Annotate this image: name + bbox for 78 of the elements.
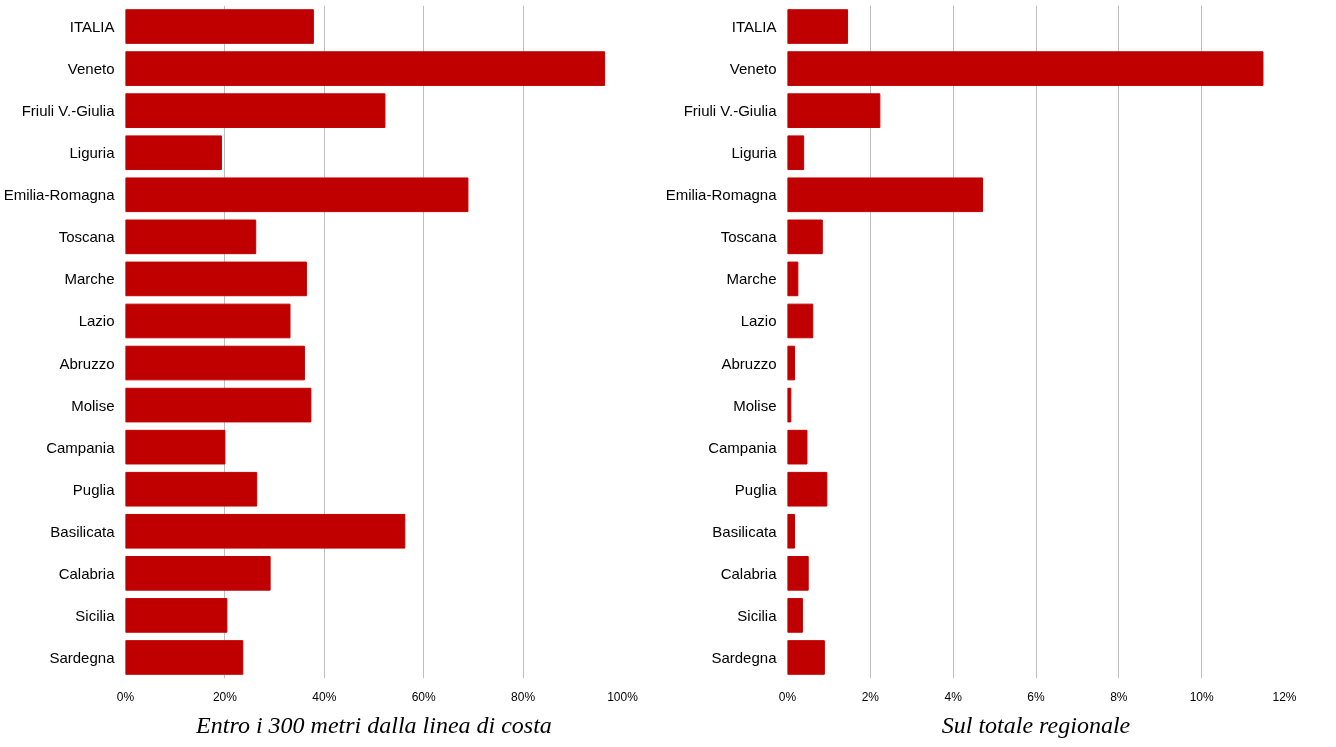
y-tick-label: Emilia-Romagna bbox=[3, 186, 116, 204]
x-tick-label: 80% bbox=[511, 689, 536, 704]
x-tick-label: 20% bbox=[212, 689, 238, 704]
x-axis-title: Sul totale regionale bbox=[941, 711, 1131, 738]
y-tick-label: Lazio bbox=[740, 312, 777, 330]
y-tick-label: Emilia-Romagna bbox=[665, 186, 778, 204]
bar bbox=[125, 471, 258, 507]
bar bbox=[125, 261, 307, 297]
bar bbox=[787, 556, 809, 591]
y-tick-label: Puglia bbox=[72, 480, 116, 498]
y-tick-label: Sicilia bbox=[737, 606, 778, 624]
bar bbox=[787, 261, 799, 297]
y-tick-label: Abruzzo bbox=[59, 354, 115, 372]
bar bbox=[125, 177, 469, 213]
bar bbox=[787, 345, 796, 381]
bar bbox=[125, 640, 244, 675]
bar bbox=[787, 51, 1264, 86]
y-tick-label: Liguria bbox=[731, 144, 778, 162]
bar bbox=[125, 219, 257, 255]
y-tick-label: Basilicata bbox=[712, 522, 778, 540]
bar bbox=[125, 9, 314, 44]
y-tick-label: Liguria bbox=[69, 144, 116, 162]
bar bbox=[787, 640, 825, 675]
y-tick-label: Campania bbox=[708, 438, 778, 456]
y-tick-label: Toscana bbox=[58, 228, 116, 246]
y-tick-label: ITALIA bbox=[69, 18, 115, 36]
bar bbox=[787, 513, 796, 549]
bar bbox=[787, 177, 984, 213]
y-tick-label: Basilicata bbox=[50, 522, 116, 540]
y-tick-label: Sardegna bbox=[49, 648, 116, 666]
bar bbox=[787, 303, 814, 339]
y-tick-label: Sicilia bbox=[75, 606, 116, 624]
x-tick-label: 10% bbox=[1189, 689, 1215, 704]
x-tick-label: 0% bbox=[116, 689, 135, 704]
y-tick-label: Puglia bbox=[734, 480, 778, 498]
bar bbox=[125, 51, 606, 86]
x-tick-label: 40% bbox=[312, 689, 337, 704]
bar bbox=[787, 219, 823, 255]
x-tick-label: 4% bbox=[944, 689, 963, 704]
x-tick-label: 0% bbox=[778, 689, 797, 704]
bar bbox=[787, 135, 805, 171]
y-tick-label: Veneto bbox=[67, 60, 115, 78]
x-tick-label: 12% bbox=[1272, 689, 1297, 704]
y-tick-label: Calabria bbox=[720, 564, 778, 582]
y-tick-label: Lazio bbox=[78, 312, 115, 330]
bar bbox=[125, 387, 312, 423]
y-tick-label: Molise bbox=[733, 396, 777, 414]
bar bbox=[787, 9, 849, 44]
x-axis-title: Entro i 300 metri dalla linea di costa bbox=[195, 711, 552, 738]
bar bbox=[125, 556, 271, 591]
bar bbox=[125, 303, 291, 339]
x-tick-label: 2% bbox=[861, 689, 880, 704]
x-tick-label: 8% bbox=[1110, 689, 1128, 704]
y-tick-label: Friuli V.-Giulia bbox=[683, 102, 778, 120]
bar bbox=[125, 93, 386, 128]
y-tick-label: Toscana bbox=[720, 228, 778, 246]
bar bbox=[787, 598, 803, 633]
bar bbox=[125, 598, 228, 633]
bar bbox=[787, 93, 881, 128]
y-tick-label: Calabria bbox=[58, 564, 116, 582]
bar bbox=[787, 471, 828, 507]
x-tick-label: 60% bbox=[411, 689, 437, 704]
y-tick-label: Marche bbox=[64, 270, 115, 288]
y-tick-label: Veneto bbox=[729, 60, 777, 78]
y-tick-label: Sardegna bbox=[711, 648, 778, 666]
bar bbox=[125, 513, 406, 549]
x-tick-label: 100% bbox=[607, 689, 639, 704]
y-tick-label: ITALIA bbox=[731, 18, 777, 36]
y-tick-label: Friuli V.-Giulia bbox=[21, 102, 116, 120]
y-tick-label: Abruzzo bbox=[721, 354, 777, 372]
x-tick-label: 6% bbox=[1027, 689, 1045, 704]
y-tick-label: Marche bbox=[726, 270, 777, 288]
bar bbox=[125, 345, 305, 381]
bar bbox=[787, 429, 808, 465]
bar bbox=[125, 135, 222, 171]
y-tick-label: Campania bbox=[46, 438, 116, 456]
y-tick-label: Molise bbox=[71, 396, 115, 414]
bar bbox=[125, 429, 226, 465]
